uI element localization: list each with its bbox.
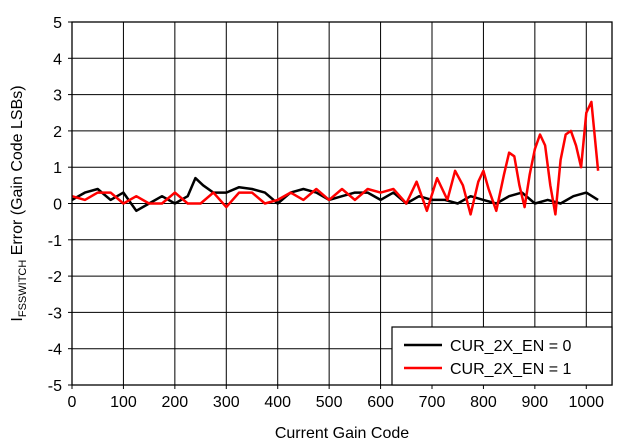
y-tick-label: -5 bbox=[48, 378, 62, 395]
y-tick-label: 3 bbox=[53, 88, 62, 105]
y-tick-label: -1 bbox=[48, 233, 62, 250]
x-tick-label: 800 bbox=[470, 394, 497, 411]
series-layer bbox=[71, 100, 600, 216]
y-tick-label: 0 bbox=[53, 197, 62, 214]
y-axis-ticks: 5 4 3 2 1 0 -1 -2 -3 -4 -5 bbox=[48, 15, 72, 395]
y-axis-label-subscript: FSSWITCH bbox=[17, 260, 29, 317]
y-tick-label: 5 bbox=[53, 15, 62, 32]
x-tick-label: 1000 bbox=[568, 394, 604, 411]
x-tick-label: 0 bbox=[68, 394, 77, 411]
y-tick-label: 2 bbox=[53, 124, 62, 141]
y-tick-label: -4 bbox=[48, 342, 62, 359]
x-tick-label: 500 bbox=[316, 394, 343, 411]
x-tick-label: 100 bbox=[110, 394, 137, 411]
y-axis-label: IFSSWITCH Error (Gain Code LSBs) bbox=[9, 85, 29, 321]
x-tick-label: 400 bbox=[264, 394, 291, 411]
y-tick-label: -2 bbox=[48, 269, 62, 286]
x-axis-label: Current Gain Code bbox=[275, 425, 409, 442]
y-axis-label-rest: Error (Gain Code LSBs) bbox=[9, 85, 26, 259]
series-line-cur-2x-en-1 bbox=[71, 100, 600, 216]
x-tick-label: 300 bbox=[213, 394, 240, 411]
legend-box bbox=[391, 326, 613, 386]
y-tick-label: -3 bbox=[48, 305, 62, 322]
x-tick-label: 600 bbox=[367, 394, 394, 411]
y-tick-label: 1 bbox=[53, 160, 62, 177]
x-axis-ticks: 0 100 200 300 400 500 600 700 800 900 1000 bbox=[68, 385, 604, 411]
legend-entry-label: CUR_2X_EN = 1 bbox=[450, 361, 571, 378]
x-tick-label: 700 bbox=[419, 394, 446, 411]
legend-entry-label: CUR_2X_EN = 0 bbox=[450, 338, 571, 355]
x-tick-label: 200 bbox=[162, 394, 189, 411]
y-tick-label: 4 bbox=[53, 51, 62, 68]
legend: CUR_2X_EN = 0 CUR_2X_EN = 1 bbox=[391, 326, 613, 386]
y-axis-label-main: I bbox=[9, 317, 26, 321]
x-tick-label: 900 bbox=[522, 394, 549, 411]
grid bbox=[72, 22, 612, 385]
